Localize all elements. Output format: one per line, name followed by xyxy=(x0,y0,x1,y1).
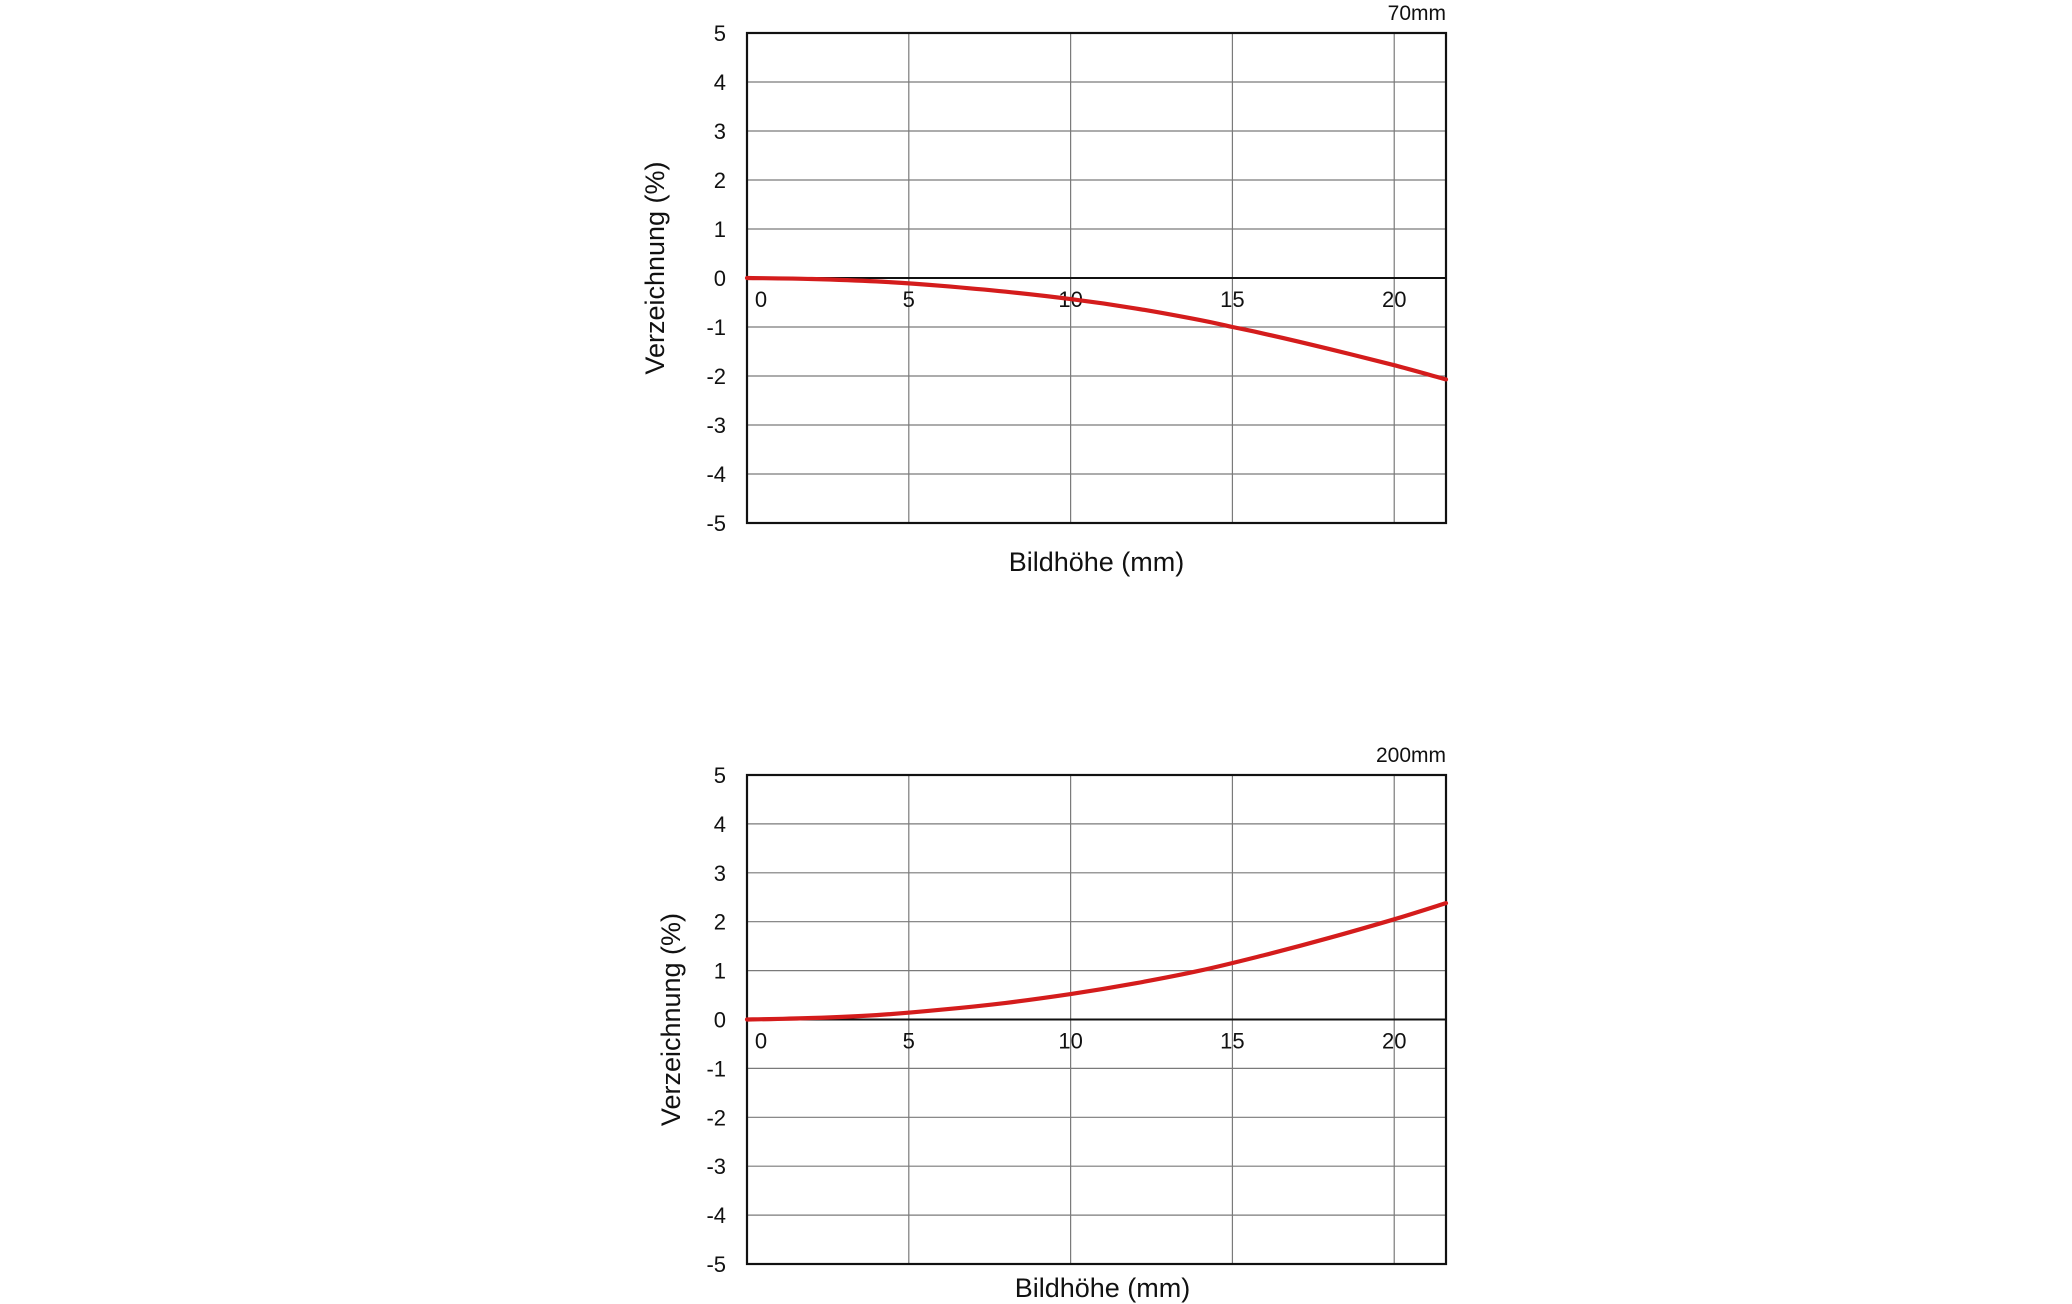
distortion-curve xyxy=(744,901,1449,1022)
y-tick-label: 1 xyxy=(714,959,726,984)
y-tick-label: -5 xyxy=(706,511,726,536)
x-tick-label: 5 xyxy=(903,1029,915,1054)
x-axis-label: Bildhöhe (mm) xyxy=(1015,1273,1191,1303)
x-tick-label: 15 xyxy=(1220,1029,1244,1054)
y-tick-label: 2 xyxy=(714,910,726,935)
x-tick-label: 0 xyxy=(755,287,767,312)
y-tick-label: -4 xyxy=(706,1203,726,1228)
distortion-curve xyxy=(744,275,1449,382)
x-tick-label: 5 xyxy=(903,287,915,312)
x-tick-label: 15 xyxy=(1220,287,1244,312)
y-tick-label: -5 xyxy=(706,1252,726,1277)
y-tick-label: 3 xyxy=(714,119,726,144)
x-tick-label: 10 xyxy=(1058,1029,1082,1054)
chart-title: 70mm xyxy=(1388,2,1446,25)
y-tick-label: -4 xyxy=(706,462,726,487)
y-tick-label: -3 xyxy=(706,1154,726,1179)
x-tick-label: 20 xyxy=(1382,1029,1406,1054)
x-axis-label: Bildhöhe (mm) xyxy=(1009,547,1185,577)
y-axis-label: Verzeichnung (%) xyxy=(640,161,670,374)
y-tick-label: 0 xyxy=(714,1008,726,1033)
y-tick-label: -2 xyxy=(706,1105,726,1130)
x-tick-label: 20 xyxy=(1382,287,1406,312)
y-tick-label: -3 xyxy=(706,413,726,438)
y-tick-label: -2 xyxy=(706,364,726,389)
y-tick-label: 4 xyxy=(714,812,726,837)
y-axis-label: Verzeichnung (%) xyxy=(656,913,686,1126)
y-tick-label: 0 xyxy=(714,266,726,291)
y-tick-label: 5 xyxy=(714,21,726,46)
y-tick-label: -1 xyxy=(706,315,726,340)
y-tick-label: 2 xyxy=(714,168,726,193)
y-tick-label: 1 xyxy=(714,217,726,242)
y-tick-label: 4 xyxy=(714,70,726,95)
y-tick-label: 3 xyxy=(714,861,726,886)
x-tick-label: 0 xyxy=(755,1029,767,1054)
chart-title: 200mm xyxy=(1376,744,1446,767)
y-tick-label: -1 xyxy=(706,1056,726,1081)
y-tick-label: 5 xyxy=(714,763,726,788)
